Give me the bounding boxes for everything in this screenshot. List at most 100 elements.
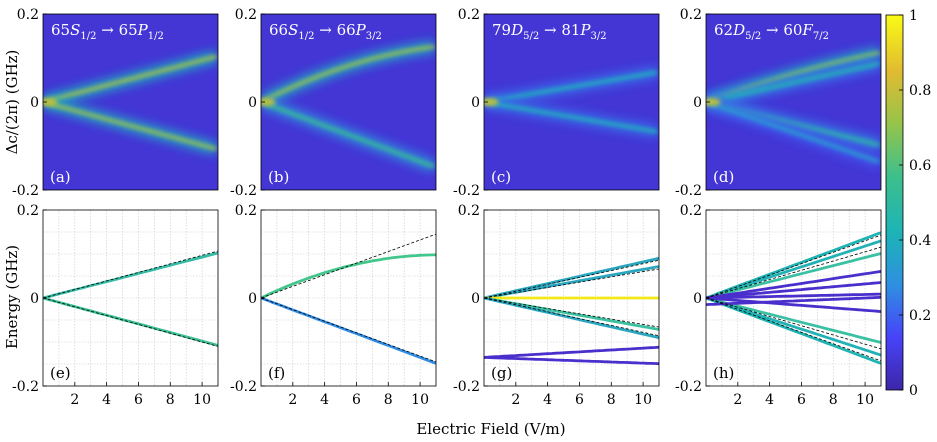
colorbar-tick-label: 1 xyxy=(909,8,918,24)
panel-title: 79D5/2 → 81P3/2 xyxy=(492,21,607,42)
heatmap-branch xyxy=(262,101,435,169)
panel-letter: (c) xyxy=(491,168,511,186)
y-tick-label: 0.2 xyxy=(458,203,480,219)
x-tick-label: 6 xyxy=(575,392,584,408)
energy-panel-4: (h) 0.2 0 -0.2 2 4 6 8 10 xyxy=(675,203,882,408)
panel-title: 65S1/2 → 65P1/2 xyxy=(51,21,164,42)
energy-series-d3 xyxy=(706,292,881,300)
x-tick-label: 8 xyxy=(384,392,393,408)
y-tick-label: 0.2 xyxy=(235,203,257,219)
y-tick-label: 0 xyxy=(471,291,480,307)
x-tick-label: 10 xyxy=(411,392,429,408)
y-tick-label: 0 xyxy=(30,291,39,307)
energy-series-d5 xyxy=(706,295,881,306)
panel-letter: (d) xyxy=(713,168,734,186)
panel-letter: (f) xyxy=(268,364,285,382)
y-tick-label: 0 xyxy=(471,95,480,111)
y-tick-label: 0 xyxy=(30,95,39,111)
colorbar-tick-label: 0.8 xyxy=(909,83,931,99)
y-tick-label: -0.2 xyxy=(453,183,480,199)
y-tick-label: 0.2 xyxy=(458,7,480,23)
heatmap-branch xyxy=(486,100,658,134)
y-tick-label: -0.2 xyxy=(12,183,39,199)
energy-series-c6 xyxy=(706,296,881,365)
x-tick-label: 8 xyxy=(166,392,175,408)
x-tick-label: 10 xyxy=(193,392,211,408)
x-tick-label: 2 xyxy=(511,392,520,408)
x-tick-label: 10 xyxy=(634,392,652,408)
y-tick-label: 0.2 xyxy=(235,7,257,23)
energy-series-c4 xyxy=(706,296,881,344)
x-tick-label: 6 xyxy=(797,392,806,408)
energy-panel-3: (g) 0.2 0 -0.2 2 4 6 8 10 xyxy=(453,203,660,408)
energy-panel-1: (e) 0.2 0 -0.2 2 4 6 8 10 xyxy=(12,203,219,408)
y-tick-label: -0.2 xyxy=(453,379,480,395)
energy-series-d1 xyxy=(706,270,881,300)
heatmap-origin-peak xyxy=(43,98,58,106)
energy-panel-2: (f) 0.2 0 -0.2 2 4 6 8 10 xyxy=(230,203,437,408)
colorbar-gradient xyxy=(885,14,904,391)
heatmap-panel-2: 66S1/2 → 66P3/2 (b) 0.2 0 -0.2 xyxy=(230,7,437,199)
x-tick-label: 4 xyxy=(102,392,111,408)
y-axis-label-top: Δc/(2π) (GHz) xyxy=(3,50,21,155)
panel-letter: (b) xyxy=(268,168,289,186)
x-tick-label: 2 xyxy=(733,392,742,408)
asymptote-line xyxy=(706,297,881,350)
y-tick-label: 0.2 xyxy=(680,203,702,219)
energy-series-d2 xyxy=(706,281,881,300)
x-tick-label: 6 xyxy=(352,392,361,408)
y-tick-label: 0.2 xyxy=(680,7,702,23)
x-tick-label: 4 xyxy=(543,392,552,408)
x-tick-label: 10 xyxy=(856,392,874,408)
colorbar-tick-label: 0.4 xyxy=(909,233,931,249)
energy-series-d4 xyxy=(706,296,881,313)
heatmap-panel-1: 65S1/2 → 65P1/2 (a) 0.2 0 -0.2 xyxy=(12,7,219,199)
x-tick-label: 4 xyxy=(765,392,774,408)
y-tick-label: 0 xyxy=(248,95,257,111)
x-tick-label: 2 xyxy=(288,392,297,408)
colorbar-tick-label: 0.6 xyxy=(909,158,931,174)
heatmap-background xyxy=(43,14,218,190)
colorbar-tick-label: 0 xyxy=(909,383,918,399)
y-tick-label: -0.2 xyxy=(675,379,702,395)
panel-letter: (e) xyxy=(50,364,71,382)
energy-series-s7 xyxy=(484,345,659,359)
asymptote-line xyxy=(261,297,436,363)
asymptote-line xyxy=(706,246,881,299)
panel-title: 62D5/2 → 60F7/2 xyxy=(714,21,829,42)
heatmap-origin-peak xyxy=(706,98,721,106)
y-tick-label: -0.2 xyxy=(230,379,257,395)
asymptote-line xyxy=(484,268,659,299)
energy-series-c3 xyxy=(706,252,881,300)
heatmap-branch xyxy=(44,54,217,104)
panel-letter: (h) xyxy=(713,364,734,382)
asymptote-line xyxy=(43,297,218,347)
panel-letter: (a) xyxy=(50,168,71,186)
asymptote-line xyxy=(706,234,881,299)
y-tick-label: 0 xyxy=(248,291,257,307)
x-tick-label: 6 xyxy=(134,392,143,408)
heatmap-branch xyxy=(486,70,658,104)
y-tick-label: 0 xyxy=(693,291,702,307)
y-tick-label: -0.2 xyxy=(12,379,39,395)
energy-series-s2 xyxy=(484,265,659,300)
heatmap-branch xyxy=(707,101,880,164)
energy-series-s6 xyxy=(484,356,659,366)
x-tick-label: 8 xyxy=(829,392,838,408)
asymptote-line xyxy=(706,297,881,362)
asymptote-line xyxy=(261,233,436,299)
panels: 65S1/2 → 65P1/2 (a) 0.2 0 -0.2 (e) 0.2 0 -0.2 2 4 6… xyxy=(12,7,882,408)
heatmap-origin-peak xyxy=(261,98,276,106)
heatmap-panel-3: 79D5/2 → 81P3/2 (c) 0.2 0 -0.2 xyxy=(453,7,660,199)
energy-series-upper xyxy=(261,253,436,300)
x-tick-label: 8 xyxy=(607,392,616,408)
x-tick-label: 2 xyxy=(70,392,79,408)
heatmap-background xyxy=(706,14,881,190)
colorbar: 0 0.2 0.4 0.6 0.8 1 xyxy=(885,8,931,399)
asymptote-line xyxy=(484,297,659,328)
x-axis-label: Electric Field (V/m) xyxy=(416,420,565,438)
y-tick-label: 0.2 xyxy=(17,7,39,23)
x-tick-label: 4 xyxy=(320,392,329,408)
heatmap-branch xyxy=(708,61,880,104)
